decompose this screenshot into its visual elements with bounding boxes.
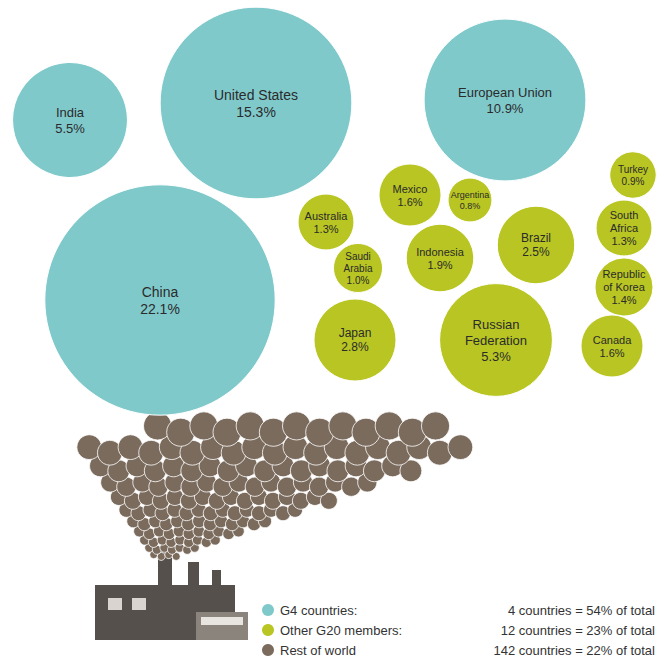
svg-text:Mexico: Mexico xyxy=(393,183,428,195)
svg-text:Republic: Republic xyxy=(603,268,646,280)
svg-text:2.8%: 2.8% xyxy=(341,340,369,354)
svg-text:India: India xyxy=(56,105,85,120)
svg-text:4 countries = 54% of total: 4 countries = 54% of total xyxy=(508,603,655,618)
svg-text:Canada: Canada xyxy=(593,334,632,346)
svg-text:Africa: Africa xyxy=(610,222,639,234)
svg-text:0.9%: 0.9% xyxy=(622,176,645,187)
svg-text:1.9%: 1.9% xyxy=(427,259,452,271)
svg-text:1.4%: 1.4% xyxy=(611,294,636,306)
svg-text:5.5%: 5.5% xyxy=(55,121,85,136)
svg-text:10.9%: 10.9% xyxy=(487,101,524,116)
svg-text:0.8%: 0.8% xyxy=(460,201,481,211)
svg-text:European Union: European Union xyxy=(458,85,552,100)
svg-text:2.5%: 2.5% xyxy=(522,245,550,259)
svg-text:Other G20 members:: Other G20 members: xyxy=(280,623,402,638)
svg-text:5.3%: 5.3% xyxy=(481,349,511,364)
svg-text:United States: United States xyxy=(214,87,298,103)
svg-text:Australia: Australia xyxy=(305,210,349,222)
svg-text:Rest of world: Rest of world xyxy=(280,643,356,658)
svg-text:Arabia: Arabia xyxy=(344,263,373,274)
svg-text:Russian: Russian xyxy=(473,317,520,332)
svg-text:15.3%: 15.3% xyxy=(236,104,276,120)
svg-text:Argentina: Argentina xyxy=(451,190,490,200)
svg-text:Brazil: Brazil xyxy=(521,231,551,245)
svg-text:Federation: Federation xyxy=(465,333,527,348)
svg-text:142 countries = 22% of total: 142 countries = 22% of total xyxy=(493,643,655,658)
svg-text:1.3%: 1.3% xyxy=(611,235,636,247)
svg-text:1.3%: 1.3% xyxy=(313,223,338,235)
svg-text:Turkey: Turkey xyxy=(618,164,648,175)
svg-text:South: South xyxy=(610,209,639,221)
svg-text:12 countries = 23% of total: 12 countries = 23% of total xyxy=(501,623,655,638)
svg-text:Japan: Japan xyxy=(339,326,372,340)
svg-text:Indonesia: Indonesia xyxy=(416,246,465,258)
svg-text:China: China xyxy=(142,284,179,300)
svg-text:1.6%: 1.6% xyxy=(599,347,624,359)
svg-text:22.1%: 22.1% xyxy=(140,301,180,317)
svg-text:G4 countries:: G4 countries: xyxy=(280,603,357,618)
svg-text:1.6%: 1.6% xyxy=(397,196,422,208)
svg-text:of Korea: of Korea xyxy=(603,281,645,293)
svg-text:1.0%: 1.0% xyxy=(347,275,370,286)
svg-text:Saudi: Saudi xyxy=(345,251,371,262)
